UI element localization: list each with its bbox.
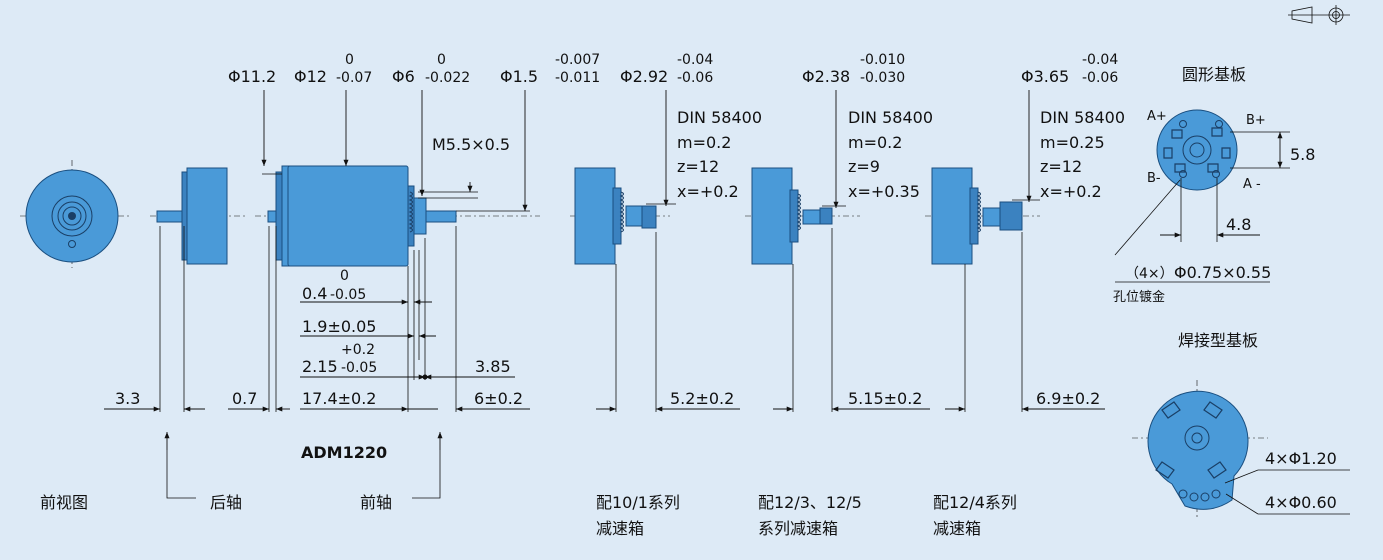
projection-symbol-icon — [1288, 5, 1350, 25]
dim-d12-upper: 0 — [345, 52, 354, 68]
dim-d11-2: Φ11.2 — [228, 67, 276, 86]
dim-d3-65-lower: -0.06 — [1082, 70, 1118, 86]
gear2-spec: DIN 58400 — [848, 108, 933, 127]
dim-d2-38-upper: -0.010 — [860, 52, 905, 68]
gear-motor-10-1 — [570, 167, 670, 265]
dim-0-4-lower: -0.05 — [330, 287, 366, 303]
dim-0-4-upper: 0 — [340, 268, 349, 284]
round-board-title: 圆形基板 — [1182, 65, 1246, 84]
front-shaft-label: 前轴 — [360, 493, 392, 512]
dim-d2-92: Φ2.92 — [620, 67, 668, 86]
dim-d3-65: Φ3.65 — [1021, 67, 1069, 86]
dim-4-8: 4.8 — [1226, 215, 1251, 234]
holes-count: （4×） — [1125, 266, 1174, 282]
front-view — [20, 160, 130, 268]
gear3-spec: DIN 58400 — [1040, 108, 1125, 127]
gear3-m: m=0.25 — [1040, 133, 1105, 152]
gear-motor-12-3 — [745, 167, 860, 265]
dim-d6-lower: -0.022 — [425, 70, 470, 86]
gear2-m: m=0.2 — [848, 133, 902, 152]
rear-shaft-label: 后轴 — [210, 493, 242, 512]
gear1-x: x=+0.2 — [677, 182, 739, 201]
dim-0-4: 0.4 — [302, 284, 327, 303]
welded-board — [1132, 380, 1268, 520]
dim-d1-5: Φ1.5 — [500, 67, 538, 86]
gear3-z: z=12 — [1040, 157, 1082, 176]
dim-0-7: 0.7 — [232, 389, 257, 408]
rear-view — [150, 167, 245, 265]
dim-2-15-lower: -0.05 — [341, 360, 377, 376]
dim-1-9: 1.9±0.05 — [302, 317, 376, 336]
gear1-spec: DIN 58400 — [677, 108, 762, 127]
dim-d6-upper: 0 — [437, 52, 446, 68]
dim-d2-38: Φ2.38 — [802, 67, 850, 86]
pin-a-plus: A+ — [1147, 109, 1167, 124]
hole-gold-label: 孔位镀金 — [1113, 289, 1165, 305]
dim-d2-38-lower: -0.030 — [860, 70, 905, 86]
dim-17-4: 17.4±0.2 — [302, 389, 376, 408]
gear-12-4-label-line1: 配12/4系列 — [933, 493, 1017, 512]
welded-board-title: 焊接型基板 — [1178, 331, 1258, 350]
gear-10-1-label-line1: 配10/1系列 — [596, 493, 680, 512]
dim-3-85: 3.85 — [475, 357, 511, 376]
dim-d1-5-lower: -0.011 — [555, 70, 600, 86]
pin-a-minus: A - — [1243, 177, 1261, 192]
dim-d3-65-upper: -0.04 — [1082, 52, 1118, 68]
gear-12-3-label-line1: 配12/3、12/5 — [758, 493, 862, 512]
dim-5-2: 5.2±0.2 — [670, 389, 734, 408]
gear1-m: m=0.2 — [677, 133, 731, 152]
dim-holes: Φ0.75×0.55 — [1174, 263, 1271, 282]
front-view-label: 前视图 — [40, 493, 88, 512]
main-motor — [255, 165, 540, 267]
pin-b-minus: B- — [1147, 171, 1161, 186]
dim-2-15-upper: +0.2 — [341, 342, 375, 358]
dim-d6: Φ6 — [392, 67, 415, 86]
dim-3-3: 3.3 — [115, 389, 140, 408]
gear3-x: x=+0.2 — [1040, 182, 1102, 201]
dim-5-8: 5.8 — [1290, 145, 1315, 164]
gear-10-1-label-line2: 减速箱 — [596, 519, 644, 538]
round-board — [1156, 109, 1238, 191]
dim-thread: M5.5×0.5 — [432, 135, 510, 154]
dim-d12-lower: -0.07 — [336, 70, 372, 86]
dim-holes-1-20: 4×Φ1.20 — [1265, 449, 1337, 468]
dim-holes-0-60: 4×Φ0.60 — [1265, 493, 1337, 512]
gear2-x: x=+0.35 — [848, 182, 920, 201]
gear-12-3-label-line2: 系列减速箱 — [758, 519, 838, 538]
gear1-z: z=12 — [677, 157, 719, 176]
dim-d2-92-lower: -0.06 — [677, 70, 713, 86]
model-label: ADM1220 — [301, 443, 387, 462]
dim-5-15: 5.15±0.2 — [848, 389, 922, 408]
dim-d2-92-upper: -0.04 — [677, 52, 713, 68]
dim-6: 6±0.2 — [474, 389, 523, 408]
gear-12-4-label-line2: 减速箱 — [933, 519, 981, 538]
dim-d1-5-upper: -0.007 — [555, 52, 600, 68]
dim-d12: Φ12 — [294, 67, 327, 86]
gear-motor-12-4 — [925, 167, 1040, 265]
gear2-z: z=9 — [848, 157, 880, 176]
dim-6-9: 6.9±0.2 — [1036, 389, 1100, 408]
pin-b-plus: B+ — [1246, 113, 1266, 128]
dim-2-15: 2.15 — [302, 357, 338, 376]
